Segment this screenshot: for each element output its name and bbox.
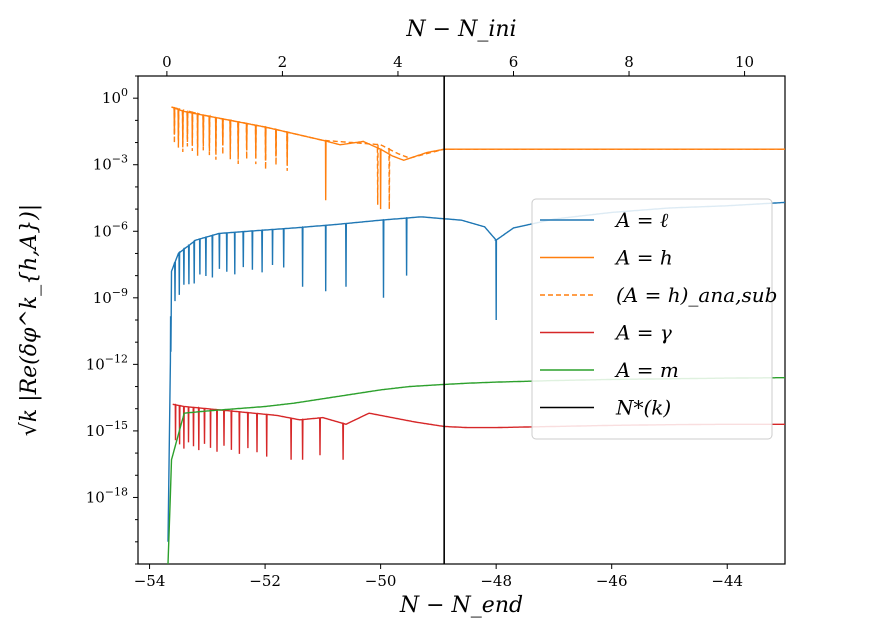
legend-label: A = h <box>614 246 673 270</box>
legend-label: A = ℓ <box>614 208 669 232</box>
y-tick-label: 10−12 <box>86 352 128 373</box>
y-tick-label: 10−18 <box>86 485 128 506</box>
x-tick-label-bottom: −44 <box>711 572 743 590</box>
x-tick-label-bottom: −46 <box>596 572 628 590</box>
y-tick-label: 10−9 <box>93 286 128 307</box>
legend-label: A = γ <box>614 321 672 345</box>
legend-box <box>531 198 773 440</box>
x-tick-label-top: 2 <box>278 53 288 71</box>
y-tick-label: 10−3 <box>93 153 128 174</box>
x-tick-label-bottom: −50 <box>365 572 397 590</box>
legend-label: (A = h)_ana,sub <box>616 283 777 307</box>
series-line-2 <box>171 106 785 210</box>
y-axis-title: √k |Re(δφ^k_{h,A})| <box>17 204 42 436</box>
x-tick-label-top: 8 <box>624 53 634 71</box>
x-axis-title-top: N − N_ini <box>405 17 516 42</box>
x-tick-label-bottom: −54 <box>134 572 166 590</box>
y-tick-label: 10−6 <box>93 219 128 240</box>
x-tick-label-top: 10 <box>735 53 754 71</box>
x-tick-label-top: 6 <box>509 53 519 71</box>
x-tick-label-top: 0 <box>162 53 172 71</box>
legend-label: A = m <box>614 358 679 382</box>
x-axis-title-bottom: N − N_end <box>399 593 523 618</box>
legend: A = ℓ A = h (A = h)_ana,sub A = γ A = m N*(k) <box>531 198 777 440</box>
axes-layer: −54 −52 −50 −48 −46 −44 0 2 4 6 8 10 10−18 10−15 10−12… <box>17 17 754 618</box>
x-tick-label-bottom: −48 <box>480 572 512 590</box>
y-tick-label: 100 <box>102 86 128 107</box>
x-tick-label-top: 4 <box>393 53 403 71</box>
x-tick-label-bottom: −52 <box>249 572 281 590</box>
y-tick-label: 10−15 <box>86 419 128 440</box>
legend-label: N*(k) <box>615 396 671 420</box>
